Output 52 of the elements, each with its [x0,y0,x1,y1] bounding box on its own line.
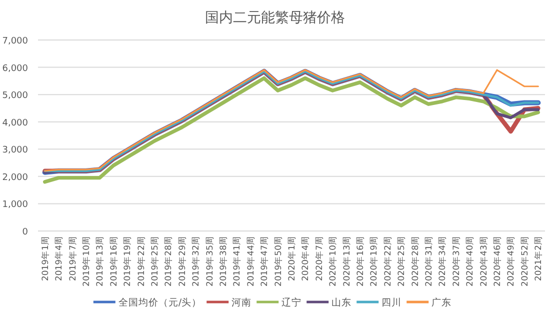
x-tick-label: 2019年22周 [136,236,147,286]
x-tick-label: 2020年37周 [450,236,462,286]
x-tick-label: 2020年34周 [437,236,448,286]
x-tick-label: 2019年4周 [54,236,65,282]
x-tick-label: 2020年25周 [396,236,408,286]
x-tick-label: 2019年1周 [40,236,51,282]
y-tick-label: 7,000 [2,36,28,46]
x-tick-label: 2020年49周 [506,236,517,286]
legend-label: 四川 [382,296,402,308]
x-tick-label: 2020年28周 [410,236,421,286]
x-tick-label: 2019年47周 [259,236,270,286]
y-tick-label: 4,000 [2,118,28,128]
x-tick-label: 2019年7周 [67,236,78,282]
legend-label: 山东 [332,296,352,308]
x-tick-label: 2020年13周 [341,236,352,286]
x-tick-label: 2020年10周 [328,236,339,286]
x-tick-label: 2019年50周 [272,236,284,286]
y-tick-label: 1,000 [2,200,28,210]
x-tick-label: 2019年38周 [218,236,229,286]
x-tick-label: 2020年19周 [368,236,380,286]
x-tick-label: 2019年19周 [122,236,134,286]
x-tick-label: 2020年52周 [519,236,530,286]
chart-title: 国内二元能繁母猪价格 [205,10,345,26]
x-tick-label: 2019年13周 [94,236,106,286]
legend-label: 广东 [432,296,452,308]
x-tick-label: 2019年41周 [232,236,243,286]
x-tick-label: 2020年31周 [424,236,435,286]
x-tick-label: 2020年40周 [464,236,476,286]
y-tick-label: 0 [22,228,28,238]
y-tick-label: 2,000 [2,172,28,183]
x-tick-label: 2020年43周 [478,236,490,286]
legend-label: 全国均价（元/头） [118,296,202,308]
legend-label: 辽宁 [282,296,302,308]
y-tick-label: 5,000 [2,91,28,102]
x-tick-label: 2020年7周 [314,236,325,282]
x-tick-label: 2019年16周 [108,236,120,286]
x-tick-label: 2019年44周 [245,236,256,286]
y-tick-label: 6,000 [2,64,28,74]
x-tick-label: 2021年2周 [533,236,544,282]
x-tick-label: 2019年10周 [80,236,92,286]
x-tick-label: 2019年28周 [163,236,174,286]
x-tick-label: 2019年35周 [204,236,216,286]
x-tick-label: 2020年1周 [286,236,298,282]
x-tick-label: 2020年46周 [492,236,504,286]
x-tick-label: 2020年4周 [300,236,312,282]
x-tick-label: 2019年25周 [149,236,160,286]
x-tick-label: 2019年32周 [190,236,202,286]
x-tick-label: 2019年29周 [176,236,188,286]
y-tick-label: 3,000 [2,146,28,156]
x-tick-label: 2020年16周 [355,236,366,286]
legend-label: 河南 [232,296,252,308]
x-tick-label: 2020年22周 [382,236,394,286]
